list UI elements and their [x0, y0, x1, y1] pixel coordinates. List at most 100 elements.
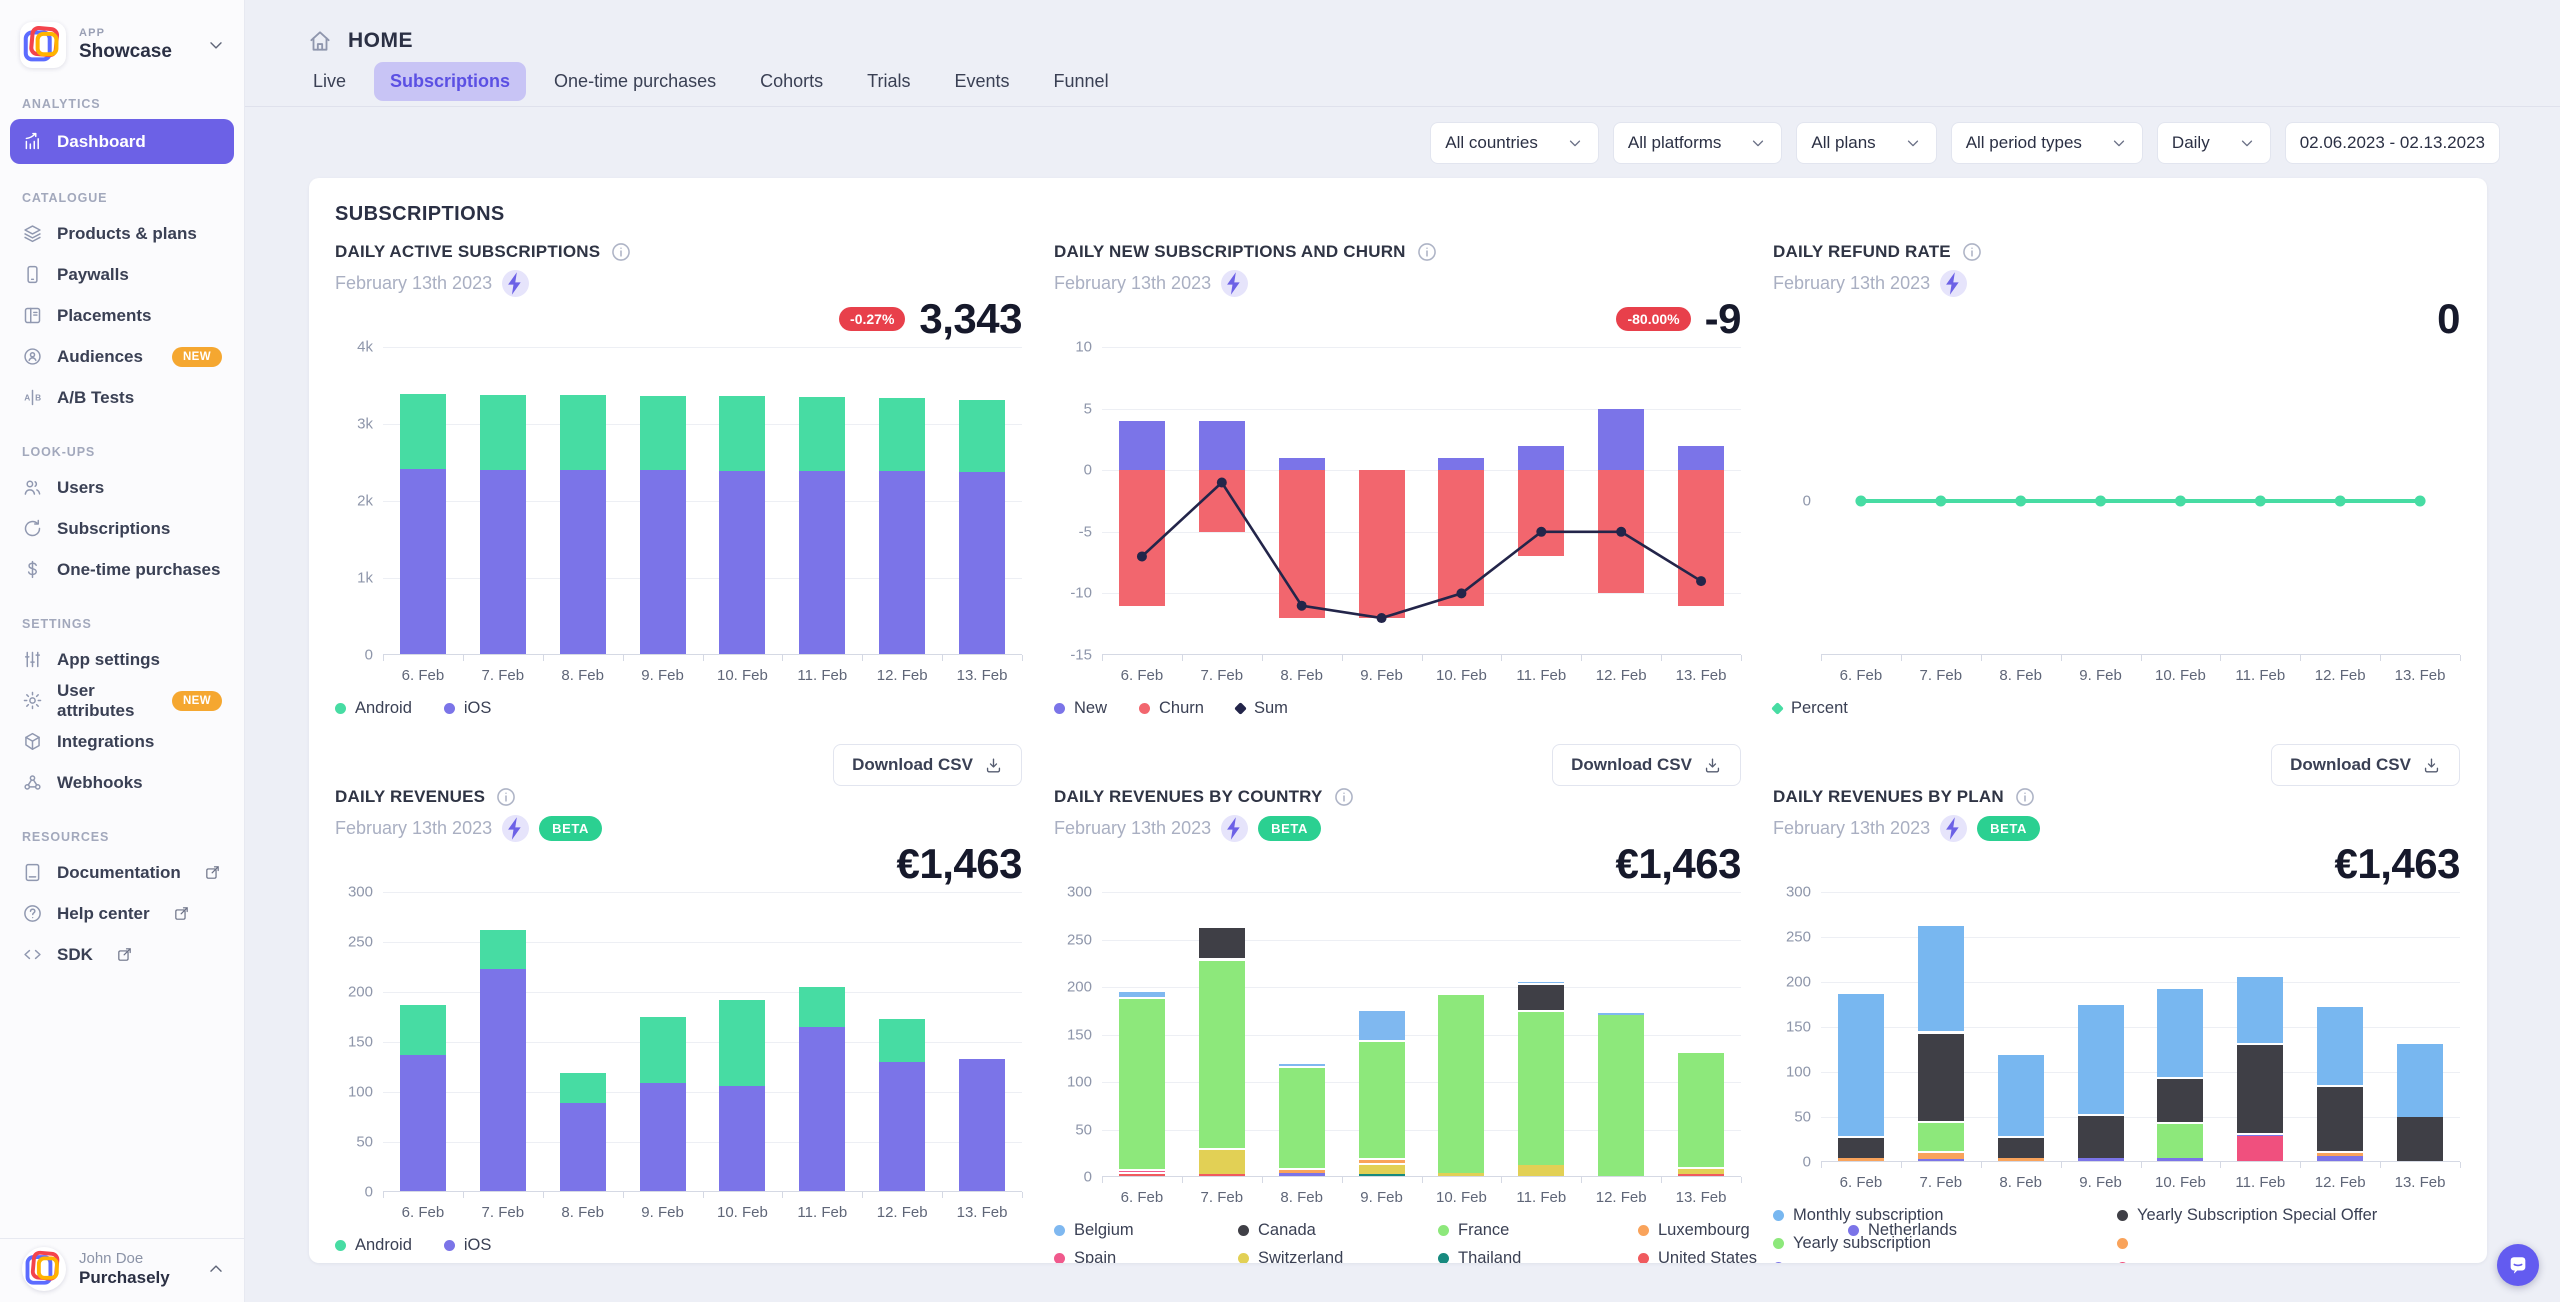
- chevron-down-icon: [2238, 134, 2256, 152]
- info-icon[interactable]: [1961, 241, 1983, 263]
- legend-item[interactable]: [1773, 1262, 2085, 1263]
- download-csv-button[interactable]: Download CSV: [2271, 744, 2460, 786]
- info-icon[interactable]: [610, 241, 632, 263]
- info-icon[interactable]: [495, 786, 517, 808]
- legend-item-churn[interactable]: Churn: [1139, 699, 1204, 718]
- date-range-picker[interactable]: 02.06.2023 - 02.13.2023: [2284, 122, 2500, 164]
- bar-segment-france: [1678, 1050, 1725, 1167]
- filter-select-all-plans[interactable]: All plans: [1796, 122, 1937, 164]
- tab-live[interactable]: Live: [313, 71, 347, 91]
- tab-trials[interactable]: Trials: [867, 71, 911, 91]
- legend-item-switzerland[interactable]: Switzerland: [1238, 1249, 1406, 1263]
- bar-segment-ios: [639, 1083, 686, 1192]
- sidebar-item-subscriptions[interactable]: Subscriptions: [10, 508, 234, 549]
- sidebar-item-integrations[interactable]: Integrations: [10, 721, 234, 762]
- legend-item-spain[interactable]: Spain: [1054, 1249, 1206, 1263]
- sidebar-item-products-plans[interactable]: Products & plans: [10, 213, 234, 254]
- sidebar-item-paywalls[interactable]: Paywalls: [10, 254, 234, 295]
- sidebar-item-a-b-tests[interactable]: A B A/B Tests: [10, 377, 234, 418]
- tab-one-time-purchases[interactable]: One-time purchases: [554, 71, 717, 91]
- chart-plot: -15 -10 -5 0 5 10: [1054, 339, 1742, 664]
- sidebar-item-user-attributes[interactable]: User attributes NEW: [10, 680, 234, 721]
- legend-marker: [1771, 702, 1784, 715]
- bar-segment-ios: [799, 1027, 846, 1192]
- chart-value: 0: [2437, 295, 2460, 342]
- info-icon[interactable]: [1333, 786, 1355, 808]
- legend-item-sum[interactable]: Sum: [1234, 699, 1288, 718]
- legend-label: Spain: [1074, 1249, 1117, 1263]
- bar-segment-yearly-subscription-special-offer: [2237, 1043, 2284, 1134]
- sidebar-item-label: Paywalls: [57, 264, 129, 284]
- download-row: Download CSV: [335, 744, 1022, 786]
- filter-select-all-platforms[interactable]: All platforms: [1612, 122, 1783, 164]
- legend-item-ios[interactable]: iOS: [443, 699, 491, 718]
- x-axis-tick: [1900, 655, 1902, 661]
- bolt-icon: [502, 270, 530, 297]
- filter-select-daily[interactable]: Daily: [2156, 122, 2271, 164]
- legend-item-monthly-subscription[interactable]: Monthly subscription: [1773, 1206, 2085, 1225]
- sidebar-item-documentation[interactable]: Documentation: [10, 852, 234, 893]
- legend-label: iOS: [463, 1236, 492, 1254]
- sidebar-item-help-center[interactable]: Help center: [10, 893, 234, 934]
- bolt-icon: [1940, 270, 1968, 297]
- sidebar-item-users[interactable]: Users: [10, 467, 234, 508]
- info-icon[interactable]: [1416, 241, 1438, 263]
- chevron-down-icon: [2110, 134, 2128, 152]
- legend-item[interactable]: [2117, 1262, 2460, 1263]
- bar-segment-churn: [1278, 470, 1325, 619]
- gridline: [1102, 1082, 1741, 1083]
- x-axis-tick: [2460, 655, 2461, 661]
- sidebar-item-one-time-purchases[interactable]: One-time purchases: [10, 549, 234, 590]
- legend-item-united-states[interactable]: United States: [1638, 1249, 1816, 1263]
- sidebar-item-dashboard[interactable]: Dashboard: [10, 119, 234, 164]
- bar-segment-belgium: [1118, 989, 1165, 998]
- sidebar: APP Showcase ANALYTICS Dashboard CATALOGUE…: [0, 0, 245, 1302]
- beta-badge: BETA: [1258, 816, 1321, 841]
- sidebar-item-audiences[interactable]: Audiences NEW: [10, 336, 234, 377]
- app-switcher[interactable]: APP Showcase: [0, 0, 244, 68]
- download-csv-button[interactable]: Download CSV: [833, 744, 1022, 786]
- chart-date: February 13th 2023: [335, 818, 493, 838]
- legend-item-luxembourg[interactable]: Luxembourg: [1638, 1221, 1816, 1240]
- legend-item-canada[interactable]: Canada: [1238, 1221, 1406, 1240]
- legend-item-new[interactable]: New: [1054, 699, 1107, 718]
- filter-select-all-period-types[interactable]: All period types: [1950, 122, 2143, 164]
- legend-label: Android: [355, 1236, 412, 1254]
- x-axis-label: 7. Feb: [1919, 1174, 1963, 1191]
- legend-item[interactable]: [2117, 1238, 2460, 1249]
- x-axis-tick: [2460, 1162, 2461, 1168]
- chat-launcher-button[interactable]: [2497, 1244, 2539, 1286]
- audience-icon: [22, 346, 43, 367]
- legend-item-france[interactable]: France: [1438, 1221, 1606, 1240]
- x-axis-tick: [462, 655, 464, 661]
- tab-subscriptions[interactable]: Subscriptions: [374, 62, 527, 101]
- filter-select-all-countries[interactable]: All countries: [1430, 122, 1599, 164]
- bar-segment-canada: [1518, 983, 1565, 1010]
- sidebar-item-webhooks[interactable]: Webhooks: [10, 762, 234, 803]
- sidebar-item-sdk[interactable]: SDK: [10, 934, 234, 975]
- filter-label: All period types: [1965, 133, 2082, 152]
- legend-item-belgium[interactable]: Belgium: [1054, 1221, 1206, 1240]
- legend-item-percent[interactable]: Percent: [1771, 699, 1848, 718]
- legend-item-yearly-subscription[interactable]: Yearly subscription: [1773, 1234, 2085, 1253]
- sidebar-item-app-settings[interactable]: App settings: [10, 639, 234, 680]
- legend-item-android[interactable]: Android: [335, 1236, 412, 1255]
- y-axis-label: 1k: [357, 569, 373, 587]
- download-csv-button[interactable]: Download CSV: [1552, 744, 1741, 786]
- tab-events[interactable]: Events: [954, 71, 1010, 91]
- tab-cohorts[interactable]: Cohorts: [760, 71, 824, 91]
- x-axis-label: 10. Feb: [2155, 667, 2206, 684]
- sidebar-item-placements[interactable]: Placements: [10, 295, 234, 336]
- legend-item-thailand[interactable]: Thailand: [1438, 1249, 1606, 1263]
- user-menu[interactable]: John Doe Purchasely: [0, 1238, 244, 1302]
- legend-item-android[interactable]: Android: [335, 699, 412, 718]
- x-axis-tick: [1102, 1177, 1103, 1183]
- legend-item-netherlands[interactable]: Netherlands: [1848, 1221, 1957, 1240]
- x-axis-tick: [2220, 655, 2222, 661]
- x-axis-tick: [1581, 655, 1583, 661]
- y-axis-label: 200: [347, 983, 373, 1001]
- legend-item-yearly-subscription-special-offer[interactable]: Yearly Subscription Special Offer: [2117, 1206, 2460, 1225]
- tab-funnel[interactable]: Funnel: [1053, 71, 1109, 91]
- info-icon[interactable]: [2014, 786, 2036, 808]
- legend-item-ios[interactable]: iOS: [443, 1236, 492, 1255]
